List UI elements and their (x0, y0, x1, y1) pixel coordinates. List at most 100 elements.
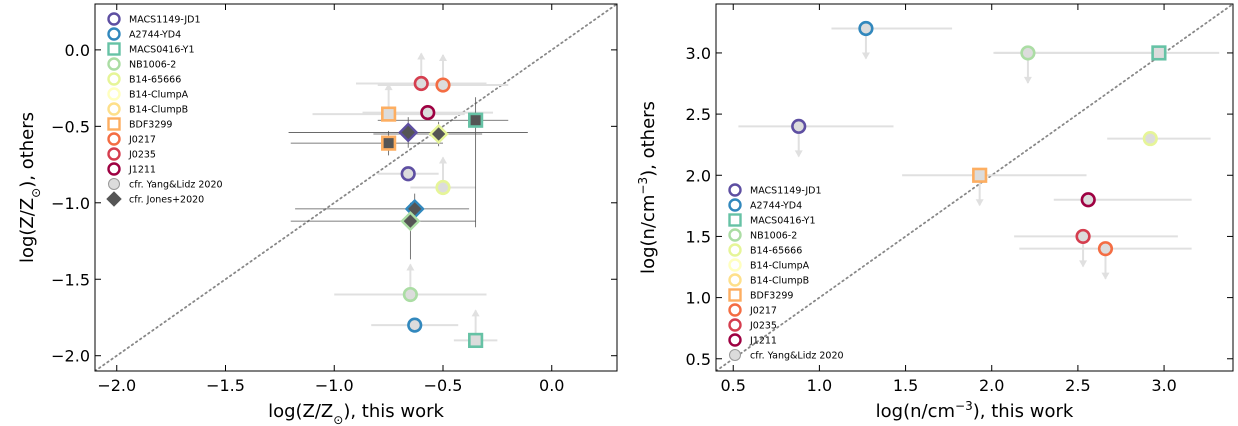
legend-entry-b14-clumpa: B14-ClumpA (107, 87, 189, 101)
legend-label: J0217 (128, 135, 156, 146)
legend-entry-cfr-jones-2020: cfr. Jones+2020 (106, 191, 204, 207)
marker-j0217 (1097, 241, 1114, 257)
legend-label: MACS0416-Y1 (129, 45, 195, 56)
legend-entry-j0217: J0217 (107, 132, 156, 146)
legend: MACS1149-JD1 A2744-YD4 MACS0416-Y1 NB1006-2… (728, 183, 844, 362)
x-tick-label: 1.5 (893, 376, 918, 395)
legend-label: MACS0416-Y1 (750, 216, 816, 227)
legend: MACS1149-JD1 A2744-YD4 MACS0416-Y1 NB1006-2… (106, 12, 223, 207)
limit-arrow-head (439, 156, 447, 164)
metallicity-panel: log(Z/Z⊙), this work log(Z/Z⊙), others −… (17, 3, 618, 426)
marker-nb1006-2 (1020, 45, 1036, 61)
marker-j0217 (435, 77, 451, 93)
plot-area (95, 4, 617, 371)
legend-marker (728, 213, 742, 227)
marker-a2744-yd4 (407, 317, 423, 333)
legend-marker (107, 162, 121, 176)
legend-label: B14-ClumpB (129, 105, 188, 116)
y-tick-label: 1.0 (686, 289, 711, 308)
y-tick-label: 3.0 (686, 44, 711, 63)
legend-marker (728, 198, 742, 212)
legend-entry-bdf3299: BDF3299 (107, 117, 172, 131)
jones-errorbar (290, 130, 443, 156)
x-tick-label: −1.0 (315, 376, 354, 395)
x-tick-label: 3.0 (1151, 376, 1176, 395)
jones-marker-macs0416-y1 (468, 112, 484, 128)
x-tick-label: 0.0 (539, 376, 564, 395)
legend-label: cfr. Jones+2020 (129, 195, 204, 206)
limit-arrow-head (439, 54, 447, 62)
legend-entry-macs1149-jd1: MACS1149-JD1 (107, 12, 201, 26)
legend-entry-j0235: J0235 (107, 147, 156, 161)
jones-marker-bdf3299 (381, 135, 397, 151)
legend-entry-j0235: J0235 (728, 318, 777, 332)
legend-label: MACS1149-JD1 (750, 186, 822, 197)
jones-errorbar (295, 193, 470, 225)
plot-frame (94, 3, 618, 372)
legend-entry-j0217: J0217 (728, 303, 777, 317)
legend-marker (728, 228, 742, 242)
limit-arrow-head (861, 52, 870, 60)
legend-label: B14-65666 (750, 246, 802, 257)
jones-marker-nb1006-2 (400, 211, 421, 232)
x-tick-label: 2.5 (1065, 376, 1090, 395)
yang-lidz-errorbar (831, 27, 953, 60)
y-tick-label: −1.0 (51, 194, 90, 213)
y-tick-label: 2.0 (686, 166, 711, 185)
marker-j1211 (420, 104, 436, 121)
marker-b14-65666 (435, 179, 451, 196)
legend-entry-b14-65666: B14-65666 (728, 243, 802, 257)
limit-arrow-head (471, 309, 480, 317)
legend-label: J1211 (749, 336, 777, 347)
legend-label: A2744-YD4 (750, 201, 802, 212)
marker-b14-65666 (1142, 130, 1158, 147)
limit-arrow-head (1101, 272, 1110, 280)
legend-marker (728, 303, 742, 317)
limit-arrow-head (794, 150, 803, 158)
legend-label: B14-ClumpB (750, 276, 809, 287)
legend-marker (107, 147, 121, 161)
x-tick-label: −0.5 (424, 376, 463, 395)
y-tick-label: 0.5 (686, 350, 711, 369)
limit-arrow-head (406, 263, 415, 271)
legend-marker (728, 183, 742, 197)
jones-marker-b14-65666 (428, 123, 449, 145)
density-panel: log(n/cm−3), this work log(n/cm−3), othe… (636, 3, 1234, 422)
jones-errorbar (290, 202, 476, 260)
legend-marker (728, 318, 742, 332)
legend-label: NB1006-2 (129, 60, 176, 71)
legend-entry-cfr-yang-lidz-2020: cfr. Yang&Lidz 2020 (729, 349, 844, 362)
legend-label: J1211 (128, 165, 156, 176)
ticks: 0.5 1.0 1.5 2.0 2.5 3.0 0.5 1.0 1.5 2.0 2.5 3.0 (686, 4, 1233, 395)
legend-label: cfr. Yang&Lidz 2020 (129, 180, 223, 191)
legend-entry-j1211: J1211 (728, 333, 777, 347)
yang-lidz-errorbar (738, 125, 894, 158)
legend-label: B14-ClumpA (129, 90, 189, 101)
legend-label: MACS1149-JD1 (129, 15, 201, 26)
legend-entry-b14-clumpb: B14-ClumpB (728, 273, 809, 287)
marker-j1211 (1080, 192, 1096, 208)
one-to-one-line (716, 4, 1233, 371)
marker-bdf3299 (972, 167, 988, 183)
y-tick-label: 2.5 (686, 105, 711, 124)
marker-a2744-yd4 (858, 20, 874, 37)
legend-marker (107, 117, 121, 131)
legend-label: B14-65666 (129, 75, 181, 86)
legend-entry-macs0416-y1: MACS0416-Y1 (728, 213, 816, 227)
legend-marker (107, 132, 121, 146)
legend-label: BDF3299 (129, 120, 172, 131)
limit-arrow-head (1079, 260, 1088, 268)
legend-entry-cfr-yang-lidz-2020: cfr. Yang&Lidz 2020 (108, 178, 223, 191)
legend-marker (107, 12, 121, 26)
legend-entry-a2744-yd4: A2744-YD4 (107, 27, 181, 41)
legend-entry-macs1149-jd1: MACS1149-JD1 (728, 183, 822, 197)
legend-marker (728, 243, 742, 257)
marker-macs1149-jd1 (791, 118, 807, 134)
legend-entry-j1211: J1211 (107, 162, 156, 176)
legend-entry-b14-clumpb: B14-ClumpB (107, 102, 188, 116)
x-tick-label: 1.0 (807, 376, 832, 395)
legend-marker (107, 42, 121, 56)
jones-marker-macs1149-jd1 (398, 122, 419, 143)
legend-marker (107, 87, 121, 101)
yang-lidz-errorbar (993, 51, 1158, 84)
